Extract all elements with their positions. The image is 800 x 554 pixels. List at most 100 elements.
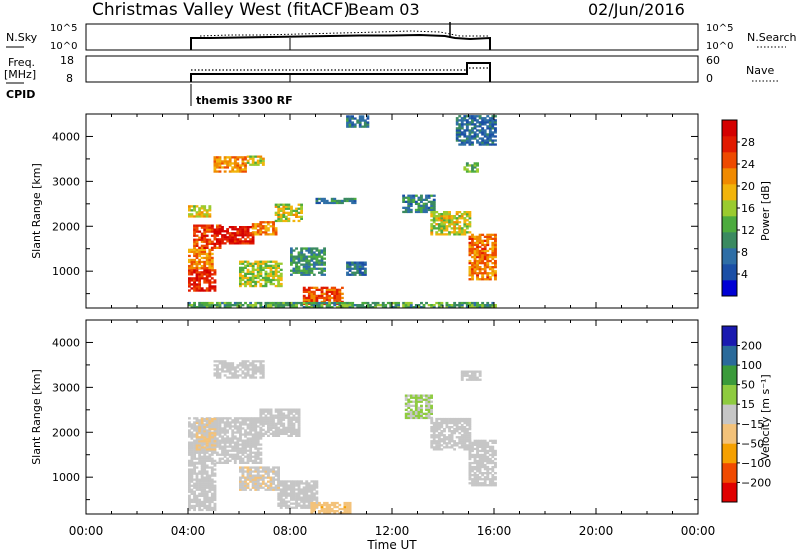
power-cell [437,215,441,218]
power-cell [218,246,222,249]
power-cell [488,276,492,279]
power-cell [210,264,214,268]
velocity-cell [188,417,191,420]
velocity-cell [488,482,492,485]
velocity-cell [295,428,298,431]
power-cell [195,262,199,266]
velocity-cell [223,445,227,448]
power-cell [200,273,204,276]
power-cell [445,304,449,307]
velocity-cell [216,370,219,373]
power-cell [458,233,462,236]
power-cell [320,199,324,203]
power-cell [259,282,263,286]
power-cell [468,253,472,257]
power-cell [351,273,354,276]
velocity-cell [491,445,495,448]
velocity-cell [221,362,224,365]
velocity-cell [284,502,288,505]
power-cell [205,281,209,284]
power-cell [195,266,199,270]
power-cell [455,221,459,224]
velocity-cell [407,404,411,407]
velocity-cell [468,449,472,453]
power-cell [284,211,288,214]
power-cell [443,213,446,216]
velocity-cell [195,426,199,429]
power-cell [195,234,199,237]
velocity-cell [292,480,296,483]
power-cell [325,306,329,309]
velocity-cell [198,446,202,449]
power-cell [414,202,418,205]
power-cell [279,306,283,309]
velocity-cell [481,457,485,461]
power-cell [473,264,477,267]
power-cell [267,266,270,269]
power-cell [394,301,398,305]
velocity-cell [205,444,209,447]
velocity-cell [292,428,296,431]
power-cell [330,288,334,291]
velocity-cell [231,455,235,458]
velocity-cell [435,430,439,433]
velocity-cell [473,480,477,483]
velocity-cell [259,474,263,477]
power-cell [295,265,298,268]
velocity-cell [274,484,278,487]
velocity-cell [203,448,207,451]
power-cell [422,198,426,201]
power-cell [491,247,495,251]
power-cell [188,271,191,274]
velocity-cell [282,494,286,497]
velocity-cell [292,432,296,435]
velocity-cell [228,441,232,444]
power-cell [427,208,431,212]
velocity-cell [241,364,245,367]
velocity-cell [432,440,436,443]
velocity-cell [414,414,418,418]
velocity-cell [239,449,242,452]
velocity-cell [190,457,194,460]
power-cell [346,304,349,307]
velocity-cell [200,427,204,430]
velocity-colorbar-segment [722,423,737,444]
velocity-cell [239,421,242,424]
velocity-cell [468,445,472,448]
velocity-cell [471,470,474,473]
velocity-cell [241,439,245,442]
power-cell [310,286,314,289]
velocity-cell [297,414,301,417]
power-cell [282,211,286,214]
power-cell [228,234,232,237]
power-cell [404,304,408,307]
velocity-cell [254,445,258,448]
power-cell [473,125,477,128]
power-cell [488,129,492,132]
velocity-cell [228,362,232,365]
power-cell [455,129,459,132]
power-cell [435,219,439,222]
power-cell [195,248,199,251]
velocity-cell [210,446,214,449]
velocity-cell [440,440,444,443]
power-cell [312,257,316,260]
power-cell [476,266,479,269]
power-cell [188,250,191,253]
velocity-cell [203,430,207,433]
velocity-cell [244,423,247,426]
power-cell [236,166,240,169]
power-cell [476,235,479,238]
power-cell [188,269,191,272]
velocity-cell [420,394,423,397]
velocity-cell [277,408,281,411]
velocity-cell [254,421,258,424]
power-cell [188,209,191,212]
power-cell [351,301,355,305]
velocity-cell [297,490,301,493]
power-cell [200,215,204,218]
velocity-cell [471,484,474,487]
power-cell [246,272,250,275]
power-cell [465,231,469,234]
velocity-cell [200,476,204,479]
